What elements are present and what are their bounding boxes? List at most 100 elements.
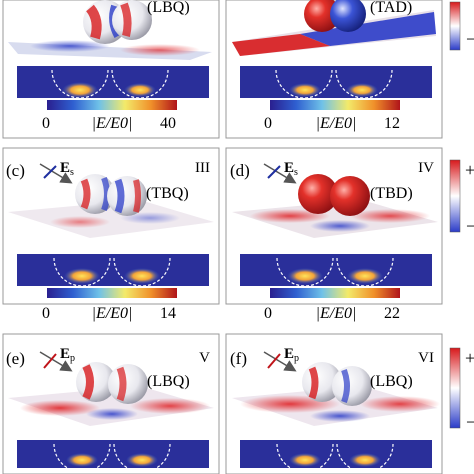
field-blob xyxy=(130,398,210,414)
polarization-label: Es xyxy=(60,160,74,178)
sphere-charge xyxy=(101,176,110,212)
hotspot xyxy=(289,83,321,97)
charge-colorbar xyxy=(449,347,461,429)
hotspot xyxy=(349,453,381,467)
field-map xyxy=(240,254,432,286)
panel-frame xyxy=(2,147,220,305)
colorbar xyxy=(47,100,177,110)
sphere-outline xyxy=(276,443,334,473)
panel-frame xyxy=(225,147,443,305)
scale-label: |E/E0| xyxy=(316,115,357,132)
polarization-arrow-icon xyxy=(267,165,281,179)
panel-b: (TAD) 0 |E/E0| 12 xyxy=(225,0,443,139)
incident-arrow-icon xyxy=(263,351,297,372)
colorbar-row-1: − xyxy=(449,1,474,51)
hotspot xyxy=(126,453,158,467)
field-map xyxy=(17,440,209,468)
field-region xyxy=(232,34,330,56)
mode-label: (LBQ) xyxy=(147,0,190,16)
field-blob xyxy=(30,40,110,52)
hotspot xyxy=(62,82,98,98)
sphere-charge xyxy=(85,4,102,40)
colorbar xyxy=(270,100,400,110)
nanosphere xyxy=(332,366,372,406)
roman-label: IV xyxy=(418,160,434,176)
substrate-plate xyxy=(8,386,214,426)
polarization-label: Ep xyxy=(60,346,75,364)
field-region xyxy=(300,12,436,46)
mode-label: (TBD) xyxy=(370,185,413,202)
panel-letter: (d) xyxy=(230,161,250,180)
panel-f: (f) Ep VI (LBQ) xyxy=(225,333,443,474)
scale-label: |E/E0| xyxy=(92,305,133,322)
panel-letter: (f) xyxy=(230,349,247,368)
incident-arrow-icon xyxy=(263,163,297,184)
sphere-charge xyxy=(341,368,350,404)
hotspot xyxy=(124,83,156,97)
scale-min: 0 xyxy=(264,115,272,132)
sphere-outline xyxy=(113,257,171,287)
field-blob xyxy=(360,396,440,412)
colorbar-row-3: + − xyxy=(449,347,474,432)
scale-min: 0 xyxy=(42,115,50,132)
polarization-arrow-icon xyxy=(267,353,281,369)
minus-sign: − xyxy=(466,29,474,49)
hotspot xyxy=(347,268,383,284)
nanosphere xyxy=(330,0,366,32)
polarization-label: Es xyxy=(284,160,298,178)
panel-frame xyxy=(225,0,443,139)
nanosphere xyxy=(304,0,340,32)
charge-colorbar xyxy=(449,159,461,233)
field-blob xyxy=(50,216,110,228)
panel-frame xyxy=(225,333,443,474)
scale-max: 40 xyxy=(160,115,176,132)
sphere-charge xyxy=(114,178,125,214)
field-map xyxy=(240,440,432,468)
scale-min: 0 xyxy=(42,305,50,322)
panel-a: (LBQ) 0 |E/E0| 40 xyxy=(2,0,220,139)
sphere-outline xyxy=(111,69,169,99)
colorbar xyxy=(270,288,400,298)
field-blob xyxy=(250,209,330,223)
minus-sign: − xyxy=(466,412,474,432)
field-blob xyxy=(86,408,138,420)
mode-label: (TAD) xyxy=(370,0,412,16)
panel-frame xyxy=(2,0,220,139)
scale-min: 0 xyxy=(264,305,272,322)
field-blob xyxy=(310,410,370,422)
mode-label: (LBQ) xyxy=(147,373,190,390)
hotspot xyxy=(66,453,98,467)
substrate-plate xyxy=(8,200,214,238)
charge-colorbar xyxy=(449,1,461,51)
field-blob xyxy=(20,400,100,416)
nanosphere xyxy=(108,364,148,404)
panel-d: (d) Es IV (TBD) 0 |E/E0| 22 xyxy=(225,147,443,322)
panel-frame xyxy=(2,333,220,474)
sphere-outline xyxy=(113,443,171,473)
nanosphere xyxy=(298,174,338,214)
polarization-arrow-icon xyxy=(43,353,57,369)
sphere-charge xyxy=(80,178,91,210)
hotspot xyxy=(346,83,378,97)
scale-max: 12 xyxy=(384,115,400,132)
scale-label: |E/E0| xyxy=(92,115,133,132)
sphere-outline xyxy=(276,257,334,287)
polarization-arrow-icon xyxy=(43,165,57,179)
hotspot xyxy=(64,268,100,284)
panel-e: (e) Ep V (LBQ) xyxy=(2,333,220,474)
sphere-charge xyxy=(116,366,127,402)
plus-sign: + xyxy=(465,348,474,368)
scale-max: 14 xyxy=(160,305,176,322)
mode-label: (TBQ) xyxy=(146,185,189,202)
sphere-charge xyxy=(133,179,141,213)
field-map xyxy=(17,254,209,286)
panel-letter: (c) xyxy=(6,161,25,180)
sphere-outline xyxy=(336,257,394,287)
mode-label: (LBQ) xyxy=(370,373,413,390)
sphere-outline xyxy=(53,443,111,473)
panel-c: (c) Es III (TBQ) 0 |E/E0| 14 xyxy=(2,147,220,322)
sphere-charge xyxy=(120,2,132,37)
incident-arrow-icon xyxy=(39,163,73,184)
sphere-outline xyxy=(51,69,109,99)
nanosphere xyxy=(112,0,152,40)
